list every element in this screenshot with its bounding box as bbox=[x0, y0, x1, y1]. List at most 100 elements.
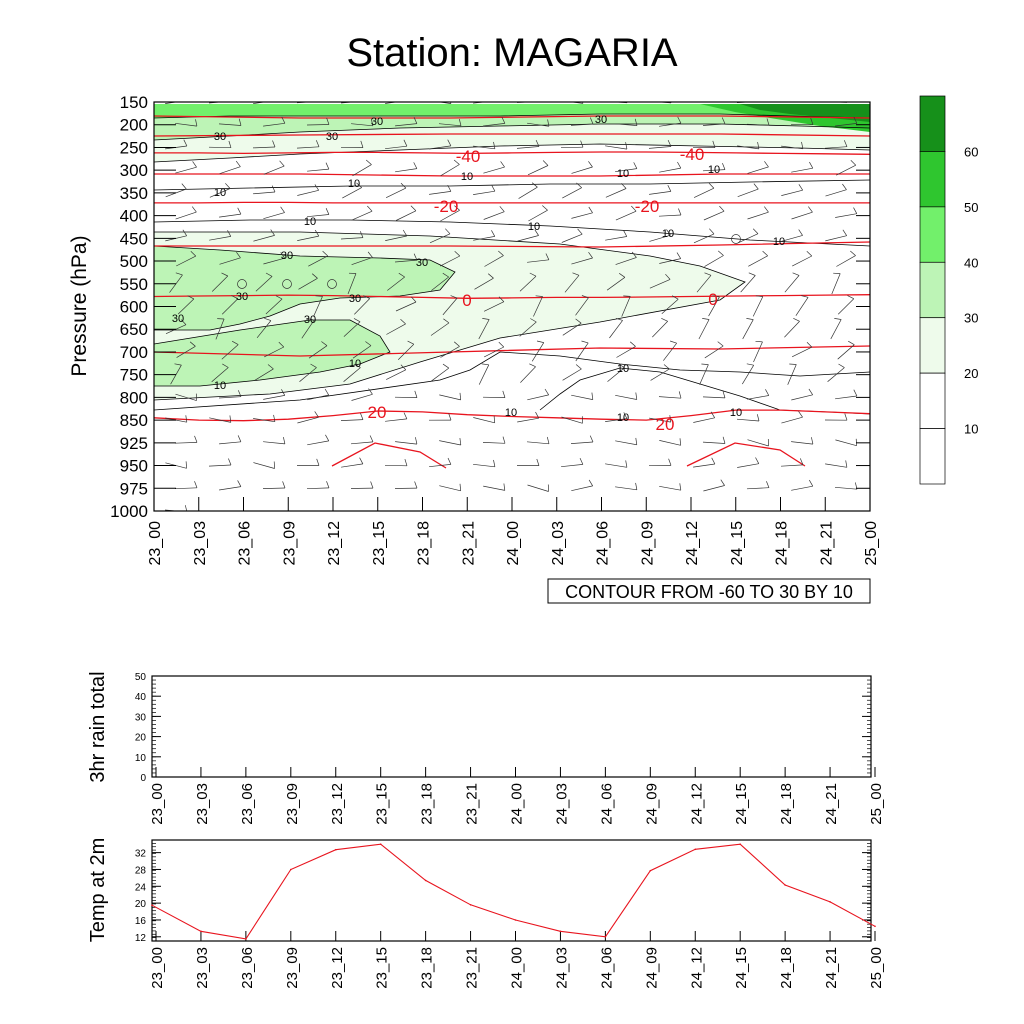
wind-barb-flag bbox=[228, 458, 232, 466]
wind-barb-flag bbox=[581, 340, 589, 344]
wind-barb bbox=[835, 439, 857, 447]
wind-barb bbox=[352, 345, 372, 359]
wind-barb-flag bbox=[443, 318, 450, 324]
wind-barb bbox=[263, 441, 285, 445]
wind-barb-flag bbox=[454, 250, 461, 257]
wind-barb-flag bbox=[710, 411, 716, 418]
wind-barb bbox=[385, 418, 407, 422]
wind-barb bbox=[174, 442, 198, 444]
wind-barb bbox=[438, 123, 462, 127]
wind-barb-flag bbox=[719, 205, 725, 212]
wind-barb-flag bbox=[589, 117, 594, 125]
wind-barb bbox=[737, 145, 759, 150]
wind-barb-flag bbox=[809, 161, 814, 169]
wind-barb bbox=[340, 419, 364, 421]
wind-barb bbox=[483, 123, 505, 127]
wind-barb-flag bbox=[487, 273, 494, 279]
wind-barb-flag bbox=[635, 392, 638, 400]
calm-wind-circle bbox=[282, 279, 292, 289]
wind-barb bbox=[517, 417, 539, 423]
wind-barb bbox=[693, 417, 715, 423]
wind-barb bbox=[648, 146, 672, 149]
wind-barb-flag bbox=[221, 272, 228, 277]
wind-barb-flag bbox=[324, 388, 330, 396]
wind-barb bbox=[659, 122, 681, 127]
wind-barb bbox=[298, 277, 318, 290]
wind-barb-flag bbox=[498, 296, 505, 302]
wind-barb-flag bbox=[363, 295, 370, 299]
wind-barb-flag bbox=[711, 457, 716, 465]
wind-barb bbox=[439, 440, 461, 446]
rh-contour-label: 10 bbox=[617, 363, 629, 375]
wind-barb-flag bbox=[442, 272, 449, 278]
temp-point bbox=[335, 848, 337, 851]
wind-barb bbox=[562, 322, 582, 336]
wind-barb bbox=[219, 166, 241, 175]
wind-barb bbox=[780, 464, 804, 467]
temp-point bbox=[784, 884, 786, 886]
wind-barb-flag bbox=[447, 457, 452, 465]
wind-barb-flag bbox=[448, 413, 452, 421]
wind-barb-flag bbox=[272, 140, 276, 148]
time-tick-label: 23_09 bbox=[281, 521, 298, 566]
y-tick-label: 28 bbox=[135, 865, 147, 876]
wind-barb bbox=[385, 145, 407, 150]
wind-barb-flag bbox=[314, 411, 319, 418]
temp-axis-label: Temp at 2m bbox=[87, 838, 109, 942]
wind-barb-flag bbox=[264, 317, 272, 321]
wind-barb-flag bbox=[618, 273, 626, 278]
wind-barb-flag bbox=[184, 94, 187, 100]
wind-barb-flag bbox=[755, 457, 760, 464]
wind-barb bbox=[211, 275, 229, 292]
wind-barb bbox=[164, 509, 180, 511]
wind-barb bbox=[562, 368, 582, 381]
wind-barb bbox=[837, 298, 855, 315]
wind-barb-flag bbox=[354, 363, 361, 368]
wind-barb-flag bbox=[535, 295, 543, 297]
wind-barb bbox=[255, 276, 273, 292]
x-tick-label: 25_00 bbox=[868, 783, 885, 825]
wind-barb-flag bbox=[669, 415, 672, 423]
wind-barb bbox=[703, 210, 725, 221]
rh-contour-label: 10 bbox=[730, 407, 742, 419]
temp-point bbox=[151, 904, 153, 906]
wind-barb-flag bbox=[500, 161, 505, 168]
wind-barb bbox=[791, 167, 813, 173]
wind-barb-flag bbox=[314, 229, 320, 237]
wind-barb bbox=[606, 277, 626, 291]
wind-barb-flag bbox=[175, 272, 183, 276]
wind-barb-flag bbox=[311, 273, 318, 279]
wind-barb bbox=[571, 166, 593, 174]
wind-barb bbox=[263, 212, 285, 220]
wind-barb bbox=[473, 102, 488, 104]
wind-barb-flag bbox=[367, 205, 373, 212]
wind-barb bbox=[299, 367, 317, 382]
wind-barb-flag bbox=[283, 437, 286, 444]
wind-barb bbox=[831, 273, 841, 295]
wind-barb bbox=[473, 145, 495, 150]
wind-barb-flag bbox=[846, 102, 848, 103]
wind-barb bbox=[263, 122, 285, 127]
x-tick-label: 24_09 bbox=[643, 783, 660, 825]
wind-barb bbox=[351, 257, 373, 266]
temp-point bbox=[829, 901, 831, 903]
temperature-contour-label: -20 bbox=[635, 197, 660, 216]
wind-barb bbox=[704, 345, 724, 359]
rh-contour-label: 30 bbox=[416, 257, 428, 269]
wind-barb-flag bbox=[588, 251, 593, 259]
wind-barb-flag bbox=[326, 481, 330, 489]
wind-barb-flag bbox=[853, 207, 858, 214]
wind-barb-flag bbox=[798, 229, 803, 236]
wind-barb bbox=[263, 257, 285, 265]
wind-barb bbox=[385, 187, 407, 199]
wind-barb-flag bbox=[588, 206, 593, 213]
wind-barb bbox=[439, 394, 461, 401]
pressure-tick-label: 500 bbox=[120, 252, 148, 271]
y-tick-label: 12 bbox=[135, 933, 147, 944]
wind-barb bbox=[570, 441, 594, 444]
wind-barb-flag bbox=[535, 411, 540, 419]
wind-barb-flag bbox=[635, 437, 638, 445]
wind-barb-flag bbox=[410, 205, 417, 212]
wind-barb bbox=[351, 393, 373, 401]
wind-barb bbox=[737, 463, 759, 468]
